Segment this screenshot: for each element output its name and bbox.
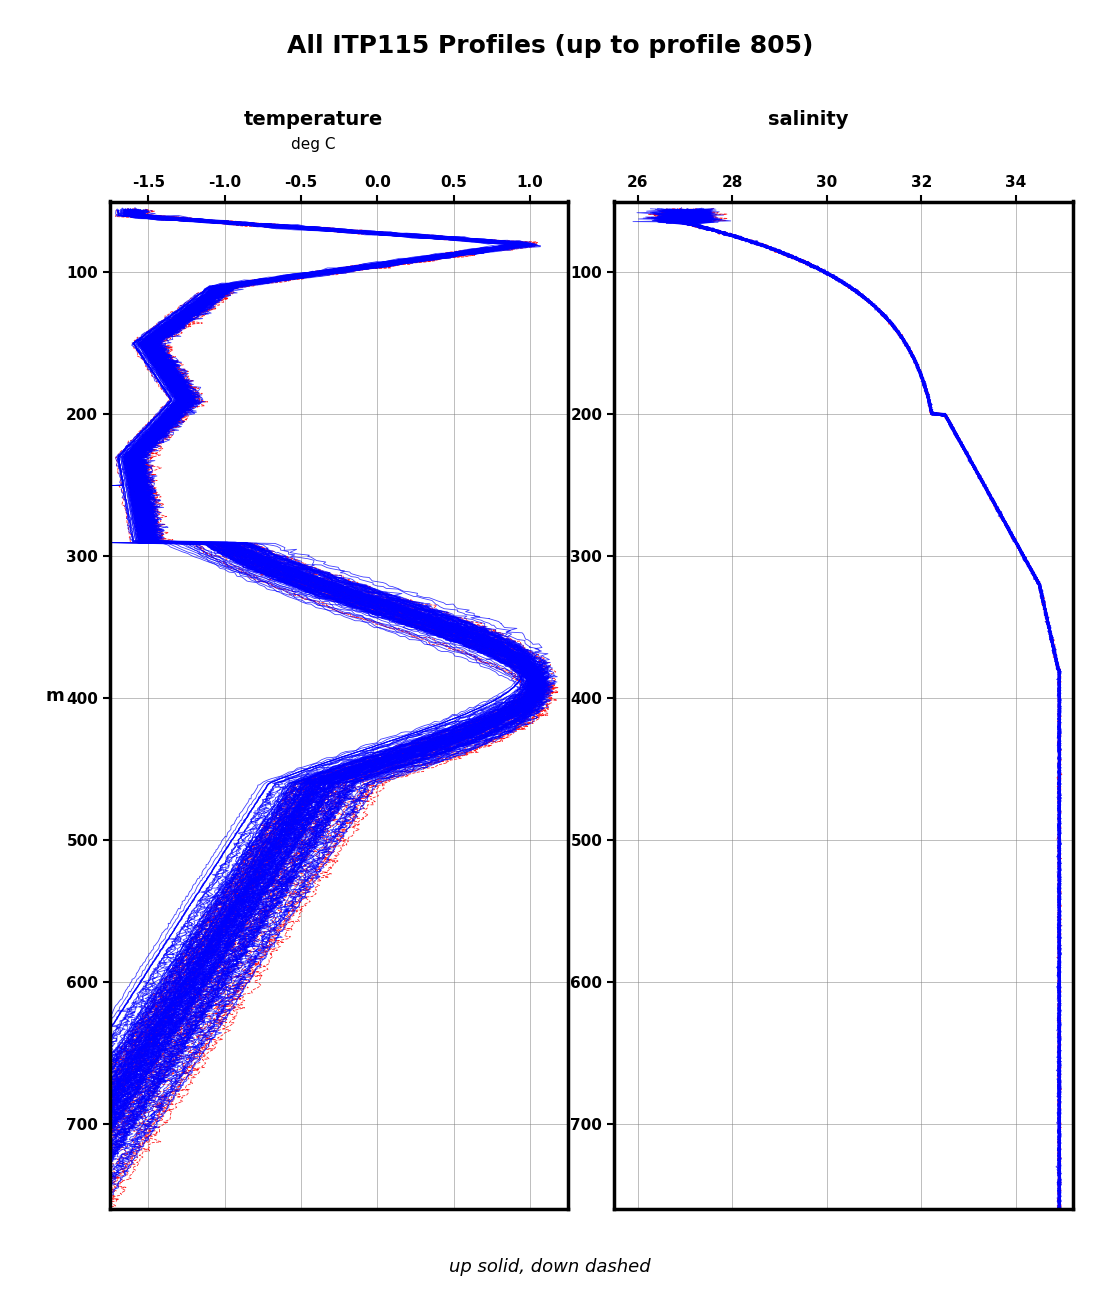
- Text: All ITP115 Profiles (up to profile 805): All ITP115 Profiles (up to profile 805): [287, 34, 813, 57]
- Y-axis label: m: m: [46, 688, 65, 705]
- Text: salinity: salinity: [768, 111, 849, 129]
- Text: deg C: deg C: [292, 136, 336, 152]
- Text: temperature: temperature: [244, 111, 383, 129]
- Text: up solid, down dashed: up solid, down dashed: [449, 1258, 651, 1277]
